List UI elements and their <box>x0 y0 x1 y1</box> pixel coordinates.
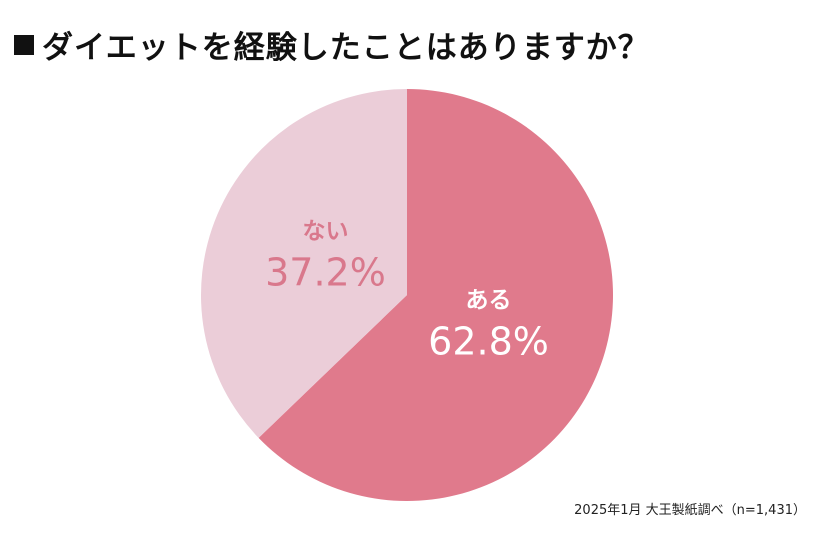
source-note: 2025年1月 大王製紙調べ（n=1,431） <box>574 503 806 518</box>
pie-slice-aru <box>258 89 613 501</box>
title-square-icon <box>14 35 34 55</box>
slice-label-aru: ある <box>466 288 512 314</box>
slice-value-aru: 62.8% <box>428 320 549 364</box>
slice-label-nai: ない <box>302 218 348 244</box>
slice-value-nai: 37.2% <box>265 250 386 294</box>
chart-title: ダイエットを経験したことはありますか？ <box>14 22 650 67</box>
pie-slice-nai <box>201 88 407 438</box>
chart-title-text: ダイエットを経験したことはありますか？ <box>42 30 650 66</box>
